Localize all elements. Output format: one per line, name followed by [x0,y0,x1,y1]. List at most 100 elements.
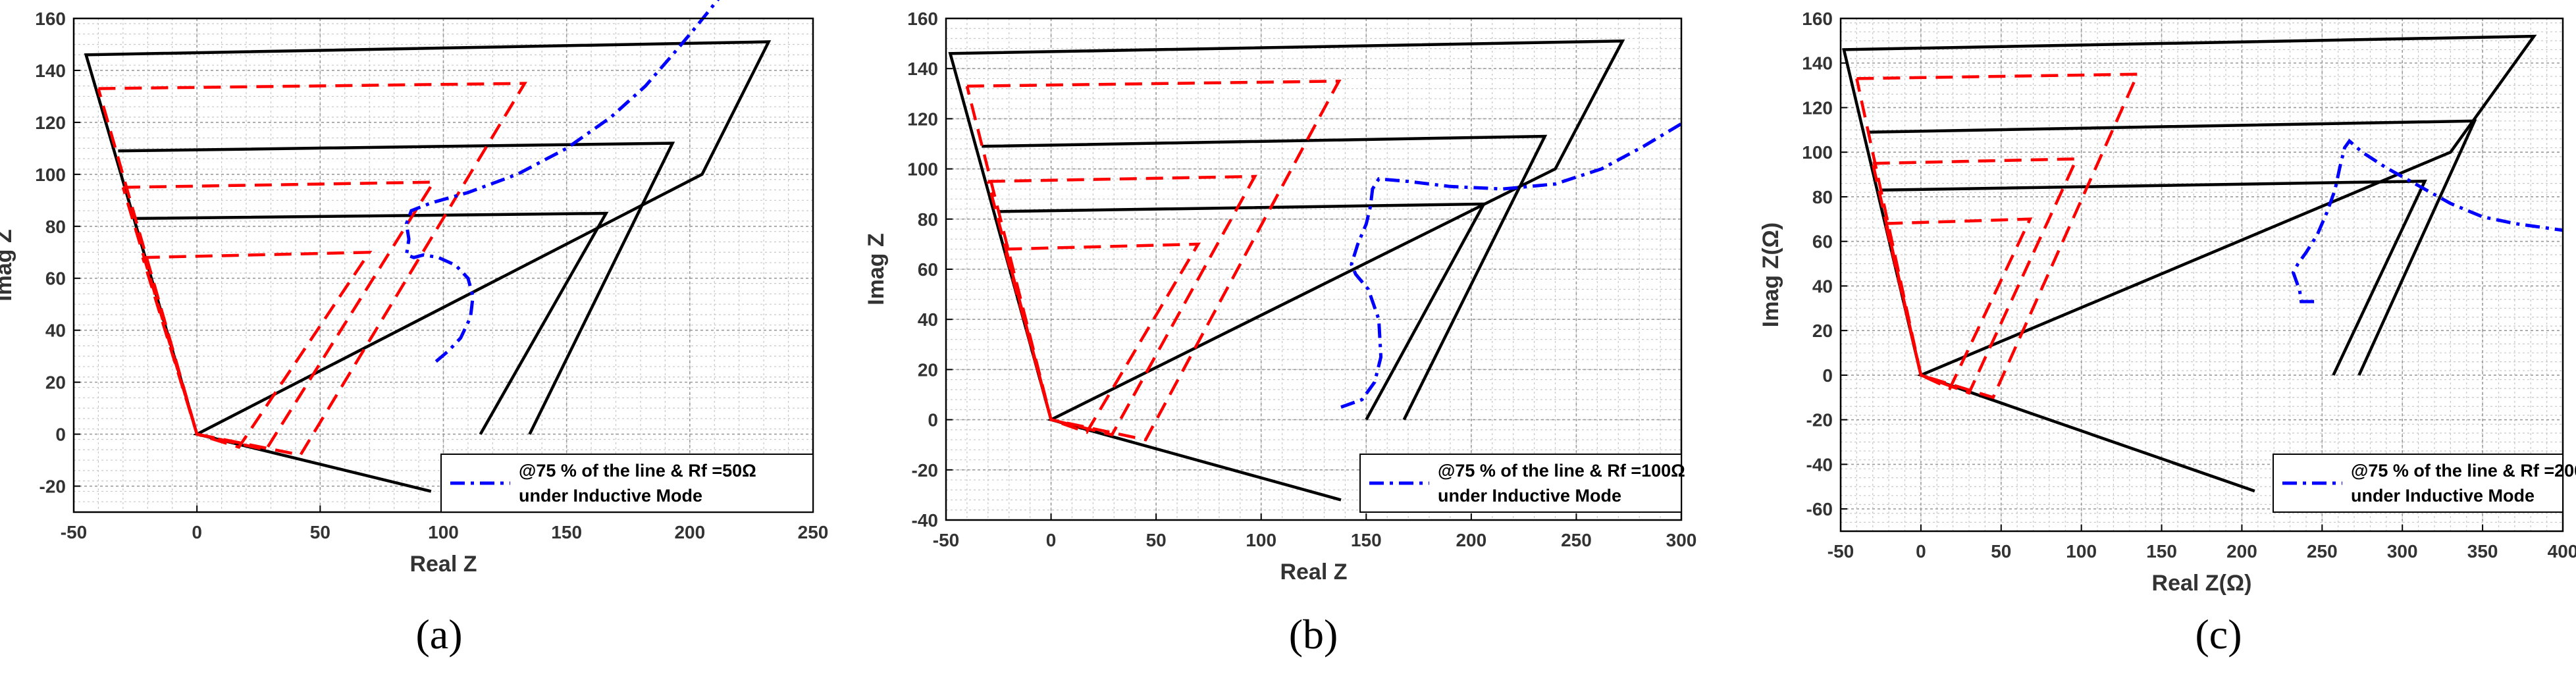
y-tick-label: 20 [45,373,66,393]
series-line-3 [135,211,609,435]
y-tick-label: 80 [918,209,938,230]
y-tick-label: 20 [918,359,938,380]
y-axis-label: Imag Z [0,229,16,301]
y-tick-label: 0 [928,410,938,430]
y-tick-label: 120 [907,109,938,129]
y-tick-label: 80 [1812,187,1833,207]
legend: @75 % of the line & Rf =200Ω under Induct… [2273,454,2576,513]
series-line-5 [986,174,1257,437]
y-tick-label: 60 [1812,232,1833,252]
plot-frame [945,17,1683,521]
plot-frame [1839,17,2564,533]
y-tick-label: -20 [912,460,938,481]
series-line-2 [118,142,675,435]
series-line-fault-trajectory [404,0,720,363]
y-tick-label: 160 [35,9,66,29]
x-tick-label: 400 [2548,541,2576,561]
chart-panel-3: -50 0 50 100 150 200 250 300 350 400 -60 -40 -20 0 20 4… [1758,9,2576,658]
y-tick-label: 40 [1812,276,1833,296]
y-tick-label: -40 [912,510,938,531]
x-axis-label: Real Z [1280,560,1347,585]
y-tick-label: 140 [1802,53,1833,74]
legend-label: under Inductive Mode [2351,486,2535,506]
y-tick-label: 0 [55,425,66,445]
x-tick-label: 50 [1991,541,2011,561]
x-tick-label: 100 [428,522,459,542]
x-tick-label: 350 [2467,541,2498,561]
x-tick-label: 250 [2307,541,2338,561]
y-axis-label: Imag Z(Ω) [1758,222,1783,327]
x-tick-label: 200 [674,522,705,542]
legend-label: @75 % of the line & Rf =200Ω [2351,461,2576,481]
panel-label: (a) [415,611,462,658]
x-tick-label: 0 [1046,530,1057,550]
x-tick-label: 250 [798,522,829,542]
y-tick-label: -40 [1806,454,1833,475]
x-tick-label: 200 [1456,530,1486,550]
legend: @75 % of the line & Rf =100Ω under Induct… [1359,454,1685,513]
x-tick-label: 100 [1246,530,1276,550]
y-tick-label: 120 [1802,97,1833,118]
series-line-1 [948,39,1625,502]
y-tick-label: 40 [918,309,938,330]
chart-panel-2: -50 0 50 100 150 200 250 300 -40 -20 0 20 40 60 80 100 1… [864,9,1696,658]
y-tick-label: 160 [1802,9,1833,29]
panel-label: (b) [1289,611,1338,658]
x-axis-label: Real Z(Ω) [2152,571,2252,596]
x-tick-label: 300 [2387,541,2418,561]
series-line-3 [1880,179,2427,376]
y-tick-label: 140 [35,61,66,81]
legend: @75 % of the line & Rf =50Ω under Inducti… [440,454,814,513]
y-tick-label: 100 [1802,142,1833,163]
x-tick-label: 100 [2066,541,2097,561]
series-line-2 [982,134,1548,421]
series-line-6 [1003,242,1201,434]
x-axis-label: Real Z [409,552,477,577]
x-tick-label: 0 [1916,541,1926,561]
series-line-fault-trajectory [2291,138,2563,303]
x-tick-label: 150 [1351,530,1382,550]
series-line-2 [1869,119,2477,376]
x-tick-label: -50 [1827,541,1854,561]
y-tick-label: 160 [907,9,938,29]
y-tick-label: 140 [907,59,938,79]
y-tick-label: 40 [45,321,66,341]
legend-label: under Inductive Mode [1438,486,1621,506]
x-tick-label: 50 [1146,530,1167,550]
x-tick-label: 300 [1666,530,1697,550]
x-tick-label: 50 [310,522,330,542]
series-line-5 [121,180,436,452]
x-tick-label: 250 [1561,530,1592,550]
x-tick-label: 200 [2226,541,2257,561]
panel-label: (c) [2195,611,2242,658]
chart-panel-1: -50 0 50 100 150 200 250 -20 0 20 40 60 80 100 120 140 1… [0,0,828,658]
series-line-fault-trajectory [1340,122,1683,409]
y-tick-label: 80 [45,217,66,237]
series-line-3 [998,202,1486,421]
x-tick-label: -50 [61,522,87,542]
series-line-1 [84,40,772,493]
x-tick-label: -50 [933,530,959,550]
series-line-1 [1842,34,2537,493]
y-tick-label: -60 [1806,499,1833,519]
legend-box [1359,454,1682,513]
y-tick-label: 100 [907,159,938,180]
legend-label: under Inductive Mode [519,486,702,506]
y-tick-label: -20 [1806,410,1833,430]
y-tick-label: 0 [1822,365,1833,386]
series-line-4 [97,82,528,457]
y-tick-label: 20 [1812,321,1833,341]
y-axis-label: Imag Z [864,233,889,305]
series-line-6 [141,250,373,449]
x-tick-label: 150 [2146,541,2177,561]
y-tick-label: 100 [35,165,66,185]
series-line-4 [1855,72,2140,400]
y-tick-label: 60 [45,269,66,289]
x-tick-label: 0 [192,522,202,542]
series-line-6 [1884,217,2033,391]
y-tick-label: -20 [39,477,66,497]
legend-label: @75 % of the line & Rf =50Ω [519,461,756,481]
y-tick-label: 60 [918,259,938,280]
series-line-4 [965,79,1342,442]
